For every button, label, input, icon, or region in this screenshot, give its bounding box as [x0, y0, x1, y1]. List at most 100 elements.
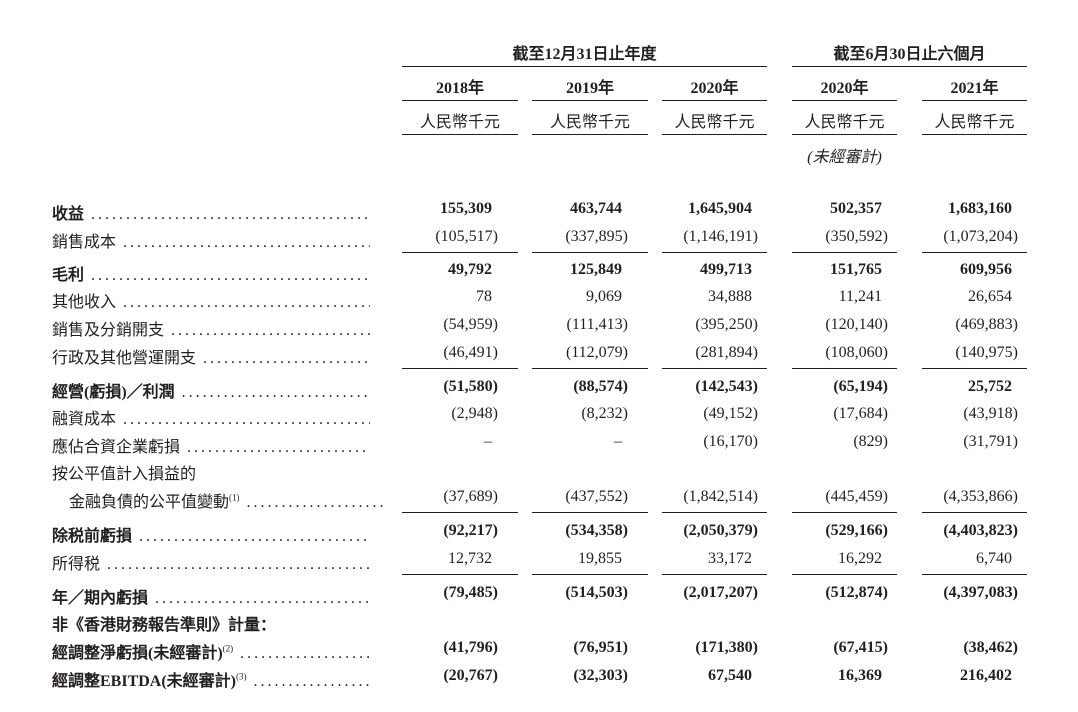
column-unit: 人民幣千元 [922, 108, 1027, 135]
cell-value: 11,241 [838, 288, 882, 305]
underline-rule [532, 512, 648, 513]
cell-value: 151,765 [830, 261, 882, 278]
cell-value: (8,232) [581, 405, 628, 422]
footnote-marker: (2) [222, 643, 234, 654]
row-label-text: 應佔合資企業虧損 [52, 439, 181, 456]
row-label: 經營(虧損)／利潤 ..............................… [52, 378, 370, 402]
leader-dots: ........................................… [246, 494, 387, 511]
leader-dots: ........................................… [123, 411, 370, 428]
cell-value: – [614, 433, 622, 450]
row-label-text: 收益 [52, 206, 85, 223]
cell-value: 499,713 [700, 261, 752, 278]
cell-value: 9,069 [586, 288, 622, 305]
cell-value: (31,791) [963, 433, 1018, 450]
row-label: 應佔合資企業虧損 ...............................… [52, 433, 370, 457]
cell-value: (512,874) [825, 584, 888, 601]
cell-value: (37,689) [443, 488, 498, 505]
cell-value: (445,459) [825, 488, 888, 505]
underline-rule [402, 512, 518, 513]
leader-dots: ........................................… [203, 350, 370, 367]
cell-value: (49,152) [703, 405, 758, 422]
underline-rule [792, 512, 897, 513]
row-label: 按公平值計入損益的 [52, 460, 370, 484]
cell-value: (140,975) [955, 344, 1018, 361]
cell-value: 1,645,904 [688, 200, 752, 217]
cell-value: (1,073,204) [943, 228, 1018, 245]
leader-dots: ........................................… [181, 384, 370, 401]
cell-value: 463,744 [570, 200, 622, 217]
cell-value: 33,172 [708, 550, 752, 567]
row-label: 金融負債的公平值變動(1) ..........................… [52, 488, 387, 512]
row-label-text: 除税前虧損 [52, 528, 133, 545]
cell-value: 502,357 [830, 200, 882, 217]
column-note: (未經審計) [807, 149, 882, 166]
leader-dots: ........................................… [91, 267, 370, 284]
row-label-text: 銷售及分銷開支 [52, 322, 165, 339]
cell-value: (79,485) [443, 584, 498, 601]
cell-value: (529,166) [825, 522, 888, 539]
underline-rule [662, 252, 767, 253]
cell-value: 155,309 [440, 200, 492, 217]
cell-value: 6,740 [976, 550, 1012, 567]
cell-value: (67,415) [833, 639, 888, 656]
cell-value: (54,959) [443, 316, 498, 333]
cell-value: (43,918) [963, 405, 1018, 422]
column-year: 2020年 [662, 74, 767, 101]
leader-dots: ........................................… [171, 322, 370, 339]
cell-value: (20,767) [443, 667, 498, 684]
cell-value: 19,855 [578, 550, 622, 567]
cell-value: (1,842,514) [683, 488, 758, 505]
cell-value: (111,413) [566, 316, 628, 333]
cell-value: (92,217) [443, 522, 498, 539]
row-label-text: 年／期內虧損 [52, 590, 149, 607]
leader-dots: ........................................… [240, 645, 370, 662]
underline-rule [792, 252, 897, 253]
underline-rule [402, 574, 518, 575]
cell-value: 78 [476, 288, 492, 305]
cell-value: (88,574) [573, 378, 628, 395]
cell-value: 125,849 [570, 261, 622, 278]
cell-value: (4,353,866) [943, 488, 1018, 505]
row-label-text: 經調整EBITDA(未經審計) [52, 673, 237, 690]
underline-rule [922, 574, 1027, 575]
cell-value: (350,592) [825, 228, 888, 245]
cell-value: (2,948) [451, 405, 498, 422]
row-label-text: 所得税 [52, 556, 101, 573]
cell-value: (105,517) [435, 228, 498, 245]
cell-value: 16,292 [838, 550, 882, 567]
row-label: 除税前虧損 ..................................… [52, 522, 370, 546]
cell-value: (142,543) [695, 378, 758, 395]
column-unit: 人民幣千元 [792, 108, 897, 135]
column-unit: 人民幣千元 [402, 108, 518, 135]
row-label: 行政及其他營運開支 ..............................… [52, 344, 370, 368]
leader-dots: ........................................… [123, 234, 370, 251]
row-label: 融資成本 ...................................… [52, 405, 370, 429]
underline-rule [532, 574, 648, 575]
underline-rule [402, 252, 518, 253]
cell-value: (469,883) [955, 316, 1018, 333]
underline-rule [922, 252, 1027, 253]
row-label: 毛利 .....................................… [52, 261, 370, 285]
column-year: 2019年 [532, 74, 648, 101]
cell-value: (51,580) [443, 378, 498, 395]
row-label: 所得税 ....................................… [52, 550, 370, 574]
leader-dots: ........................................… [139, 528, 370, 545]
cell-value: (4,403,823) [943, 522, 1018, 539]
cell-value: (171,380) [695, 639, 758, 656]
cell-value: (17,684) [833, 405, 888, 422]
cell-value: (534,358) [565, 522, 628, 539]
underline-rule [532, 368, 648, 369]
row-label: 其他收入 ...................................… [52, 288, 370, 312]
cell-value: (829) [853, 433, 888, 450]
leader-dots: ........................................… [123, 294, 370, 311]
cell-value: (395,250) [695, 316, 758, 333]
cell-value: (281,894) [695, 344, 758, 361]
cell-value: 16,369 [838, 667, 882, 684]
cell-value: (2,050,379) [683, 522, 758, 539]
cell-value: 67,540 [708, 667, 752, 684]
cell-value: (337,895) [565, 228, 628, 245]
cell-value: 1,683,160 [948, 200, 1012, 217]
leader-dots: ........................................… [107, 556, 370, 573]
cell-value: (32,303) [573, 667, 628, 684]
row-label-text: 經調整淨虧損(未經審計) [52, 645, 223, 662]
